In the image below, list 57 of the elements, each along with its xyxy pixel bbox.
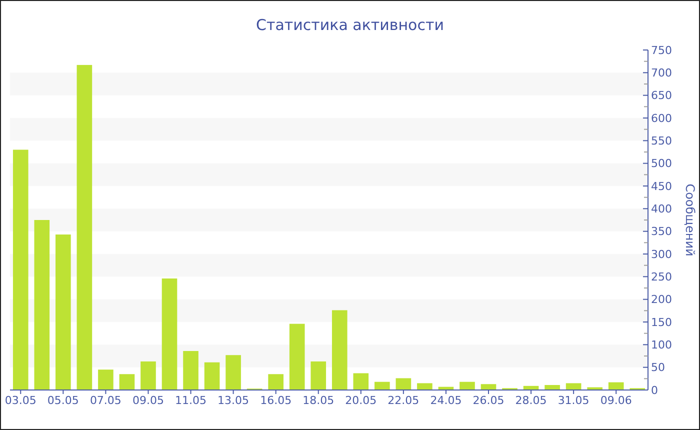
- bar: [417, 383, 432, 390]
- y-tick-label: 700: [651, 66, 672, 80]
- x-tick-label: 18.05: [302, 394, 334, 407]
- x-tick-label: 09.06: [600, 394, 632, 407]
- bar: [480, 384, 496, 390]
- bar: [332, 310, 348, 390]
- x-tick-label: 31.05: [558, 394, 590, 407]
- x-tick-label: 13.05: [218, 394, 250, 407]
- bar: [460, 382, 475, 390]
- y-tick-label: 250: [651, 270, 672, 284]
- bar: [268, 374, 284, 390]
- bar: [12, 150, 28, 390]
- bar: [119, 374, 135, 390]
- bar: [353, 373, 369, 390]
- y-tick-label: 500: [651, 157, 672, 170]
- x-tick-label: 26.05: [472, 394, 504, 407]
- x-tick-label: 22.05: [388, 394, 420, 407]
- bar: [289, 324, 305, 390]
- y-tick-label: 450: [651, 180, 672, 193]
- bar: [34, 220, 50, 390]
- bar: [76, 64, 92, 390]
- bar: [608, 382, 624, 390]
- bar: [204, 362, 220, 390]
- bar: [183, 351, 198, 390]
- y-tick-label: 650: [651, 89, 672, 102]
- bar: [566, 383, 582, 390]
- bar: [162, 278, 178, 390]
- y-tick-label: 400: [651, 202, 672, 216]
- y-axis-title: Сообщений: [683, 184, 697, 256]
- y-tick-label: 0: [651, 384, 658, 397]
- bar: [56, 234, 71, 390]
- y-tick-label: 350: [651, 225, 672, 238]
- y-tick-label: 600: [651, 112, 672, 125]
- x-tick-label: 07.05: [90, 394, 122, 407]
- x-tick-label: 20.05: [345, 394, 377, 407]
- y-tick-label: 100: [651, 338, 672, 352]
- bar: [98, 370, 114, 390]
- bar: [374, 382, 390, 390]
- chart-title: Статистика активности: [256, 16, 444, 34]
- x-tick-label: 16.05: [260, 394, 292, 407]
- x-tick-label: 05.05: [47, 394, 79, 407]
- y-tick-label: 750: [651, 44, 672, 57]
- bar: [544, 385, 560, 390]
- y-tick-label: 550: [651, 134, 672, 148]
- y-tick-label: 300: [651, 248, 672, 261]
- y-tick-label: 150: [651, 316, 672, 329]
- x-tick-label: 03.05: [4, 394, 36, 407]
- y-tick-label: 50: [651, 361, 665, 374]
- x-tick-label: 09.05: [132, 394, 164, 407]
- bar: [140, 361, 156, 390]
- y-tick-label: 200: [651, 293, 672, 306]
- x-tick-label: 28.05: [515, 394, 547, 407]
- bar: [226, 355, 241, 390]
- bar: [310, 361, 326, 390]
- x-tick-label: 24.05: [430, 394, 462, 407]
- x-tick-label: 11.05: [175, 394, 207, 407]
- bar: [396, 378, 412, 390]
